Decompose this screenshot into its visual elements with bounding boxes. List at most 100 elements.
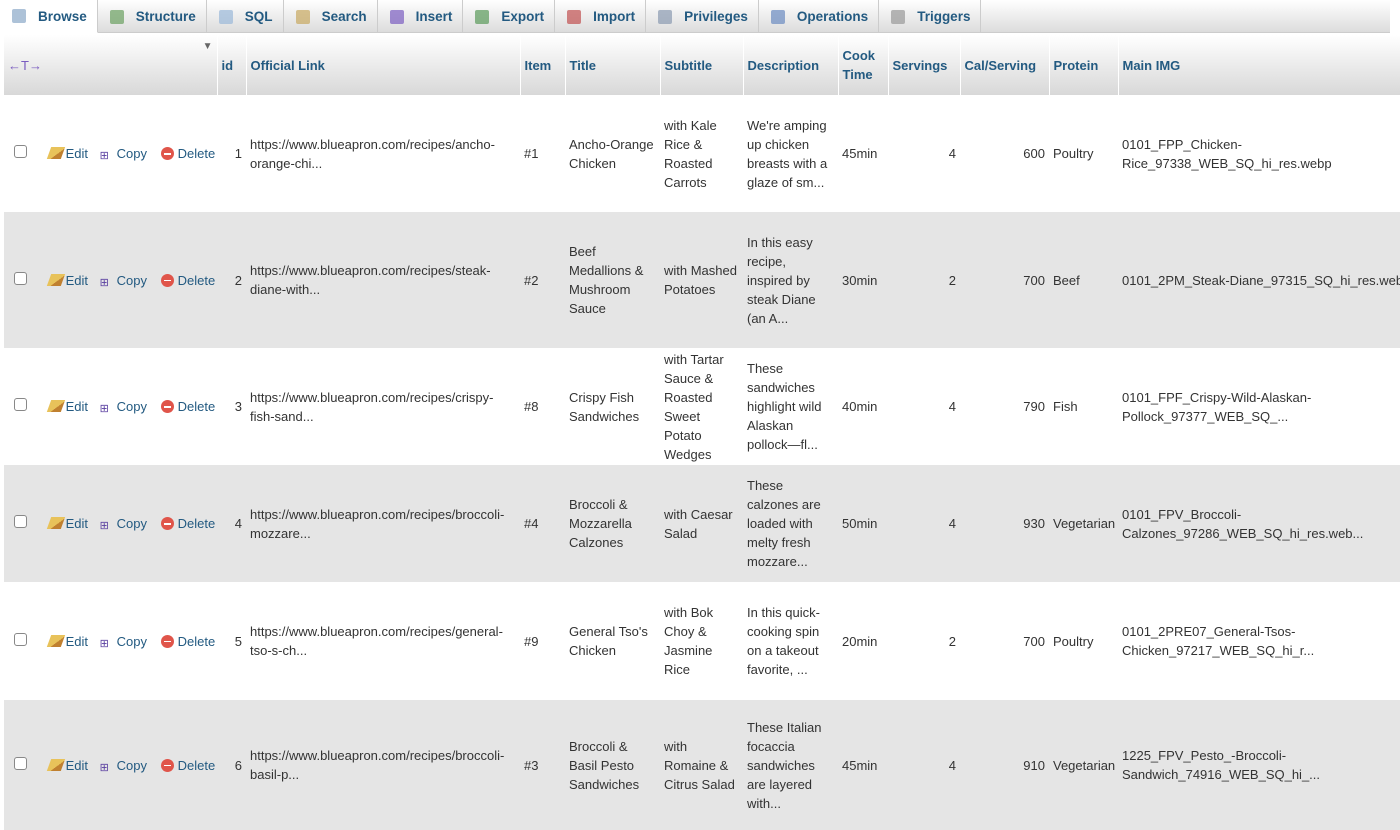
tab-label: Export	[501, 9, 545, 24]
tab-label: Insert	[415, 9, 453, 24]
cell-description: We're amping up chicken breasts with a g…	[743, 95, 838, 212]
row-checkbox[interactable]	[14, 145, 27, 158]
edit-button[interactable]: Edit	[46, 634, 88, 649]
edit-button[interactable]: Edit	[46, 516, 88, 531]
edit-button[interactable]: Edit	[46, 273, 88, 288]
copy-button[interactable]: ⊞ Copy	[100, 634, 147, 650]
pencil-icon	[46, 758, 65, 771]
tab-privileges[interactable]: Privileges	[646, 0, 759, 33]
cell-id: 6	[217, 700, 246, 830]
delete-label: Delete	[177, 516, 216, 531]
tab-structure[interactable]: Structure	[98, 0, 207, 33]
row-checkbox[interactable]	[14, 756, 27, 770]
tab-browse[interactable]: Browse	[0, 0, 98, 33]
cell-img: 0101_2PM_Steak-Diane_97315_SQ_hi_res.web…	[1118, 212, 1400, 348]
cell-subtitle: with Romaine & Citrus Salad	[660, 700, 743, 830]
row-actions: Edit ⊞ Copy Delete	[4, 95, 217, 212]
copy-button[interactable]: ⊞ Copy	[100, 399, 147, 415]
cell-link: https://www.blueapron.com/recipes/steak-…	[246, 212, 520, 348]
cell-item: #4	[520, 465, 565, 582]
copy-icon: ⊞	[99, 150, 109, 162]
operations-icon	[770, 9, 785, 24]
tab-triggers[interactable]: Triggers	[879, 0, 982, 33]
tab-label: Search	[321, 9, 367, 24]
column-header-item[interactable]: Item	[520, 35, 566, 95]
column-header-main-img[interactable]: Main IMG	[1118, 35, 1400, 95]
column-header-cook-time[interactable]: Cook Time	[838, 35, 889, 95]
tab-insert[interactable]: Insert	[378, 0, 464, 33]
cell-img: 0101_FPF_Crispy-Wild-Alaskan-Pollock_973…	[1118, 348, 1400, 465]
column-header-id[interactable]: id	[217, 35, 247, 95]
delete-button[interactable]: Delete	[160, 634, 215, 649]
cell-description: These calzones are loaded with melty fre…	[743, 465, 838, 582]
edit-label: Edit	[65, 146, 89, 161]
cell-subtitle: with Caesar Salad	[660, 465, 743, 582]
delete-button[interactable]: Delete	[160, 516, 216, 531]
column-header-cal-serving[interactable]: Cal/Serving	[960, 35, 1050, 95]
row-actions: Edit ⊞ Copy Delete	[4, 700, 217, 830]
cell-protein: Poultry	[1049, 582, 1118, 700]
copy-button[interactable]: ⊞ Copy	[99, 146, 148, 162]
delete-icon	[160, 147, 174, 160]
column-header-description[interactable]: Description	[743, 35, 839, 95]
cell-subtitle: with Tartar Sauce & Roasted Sweet Potato…	[660, 348, 743, 465]
table-row: Edit ⊞ Copy Delete 6 https://www.blueapron.…	[4, 700, 1400, 830]
row-checkbox[interactable]	[14, 271, 27, 285]
column-header-official-link[interactable]: Official Link	[246, 35, 521, 95]
delete-button[interactable]: Delete	[160, 273, 215, 288]
column-header-servings[interactable]: Servings	[888, 35, 961, 95]
tab-export[interactable]: Export	[463, 0, 556, 33]
cell-servings: 4	[888, 348, 960, 465]
edit-button[interactable]: Edit	[46, 757, 89, 773]
copy-button[interactable]: ⊞ Copy	[99, 516, 147, 532]
delete-icon	[160, 400, 174, 413]
copy-label: Copy	[116, 757, 148, 773]
cell-servings: 4	[888, 700, 960, 830]
tab-search[interactable]: Search	[284, 0, 378, 33]
edit-label: Edit	[65, 757, 89, 773]
cell-item: #3	[520, 700, 565, 830]
row-checkbox[interactable]	[14, 515, 27, 528]
row-actions: Edit ⊞ Copy Delete	[4, 465, 217, 582]
cell-item: #9	[520, 582, 565, 700]
delete-icon	[160, 517, 174, 530]
cell-id: 5	[217, 582, 246, 700]
copy-button[interactable]: ⊞ Copy	[100, 273, 147, 289]
pencil-icon	[46, 634, 65, 647]
cell-img: 0101_2PRE07_General-Tsos-Chicken_97217_W…	[1118, 582, 1400, 700]
cell-title: Beef Medallions & Mushroom Sauce	[565, 212, 660, 348]
delete-label: Delete	[177, 146, 216, 161]
column-header-protein[interactable]: Protein	[1049, 35, 1119, 95]
tab-import[interactable]: Import	[555, 0, 647, 33]
cell-description: These sandwiches highlight wild Alaskan …	[743, 348, 838, 465]
cell-cal: 910	[960, 700, 1049, 830]
column-resize-header[interactable]: ←T→ ▼	[4, 35, 218, 95]
row-actions: Edit ⊞ Copy Delete	[4, 348, 217, 465]
delete-icon	[160, 758, 174, 772]
edit-label: Edit	[65, 399, 89, 414]
column-header-subtitle[interactable]: Subtitle	[660, 35, 744, 95]
triggers-icon	[891, 9, 906, 24]
delete-button[interactable]: Delete	[160, 146, 216, 161]
cell-img: 0101_FPP_Chicken-Rice_97338_WEB_SQ_hi_re…	[1118, 95, 1400, 212]
resize-handle-icon[interactable]: ←T→	[8, 57, 42, 73]
insert-icon	[389, 9, 404, 24]
cell-img: 0101_FPV_Broccoli-Calzones_97286_WEB_SQ_…	[1118, 465, 1400, 582]
edit-button[interactable]: Edit	[46, 146, 89, 161]
copy-icon: ⊞	[99, 520, 109, 532]
tab-label: Import	[593, 9, 636, 24]
edit-button[interactable]: Edit	[46, 399, 89, 414]
delete-button[interactable]: Delete	[160, 758, 215, 773]
tab-sql[interactable]: SQL	[207, 0, 284, 33]
row-checkbox[interactable]	[14, 632, 27, 646]
cell-protein: Fish	[1049, 348, 1118, 465]
delete-button[interactable]: Delete	[160, 399, 215, 414]
cell-title: General Tso's Chicken	[565, 582, 660, 700]
sort-dropdown-icon[interactable]: ▼	[202, 41, 213, 52]
tab-bar: Browse Structure SQL Search Insert Export Impo…	[0, 0, 1390, 33]
row-checkbox[interactable]	[14, 398, 27, 411]
copy-label: Copy	[116, 146, 148, 161]
copy-button[interactable]: ⊞ Copy	[100, 757, 148, 774]
tab-operations[interactable]: Operations	[759, 0, 880, 33]
column-header-title[interactable]: Title	[565, 35, 661, 95]
